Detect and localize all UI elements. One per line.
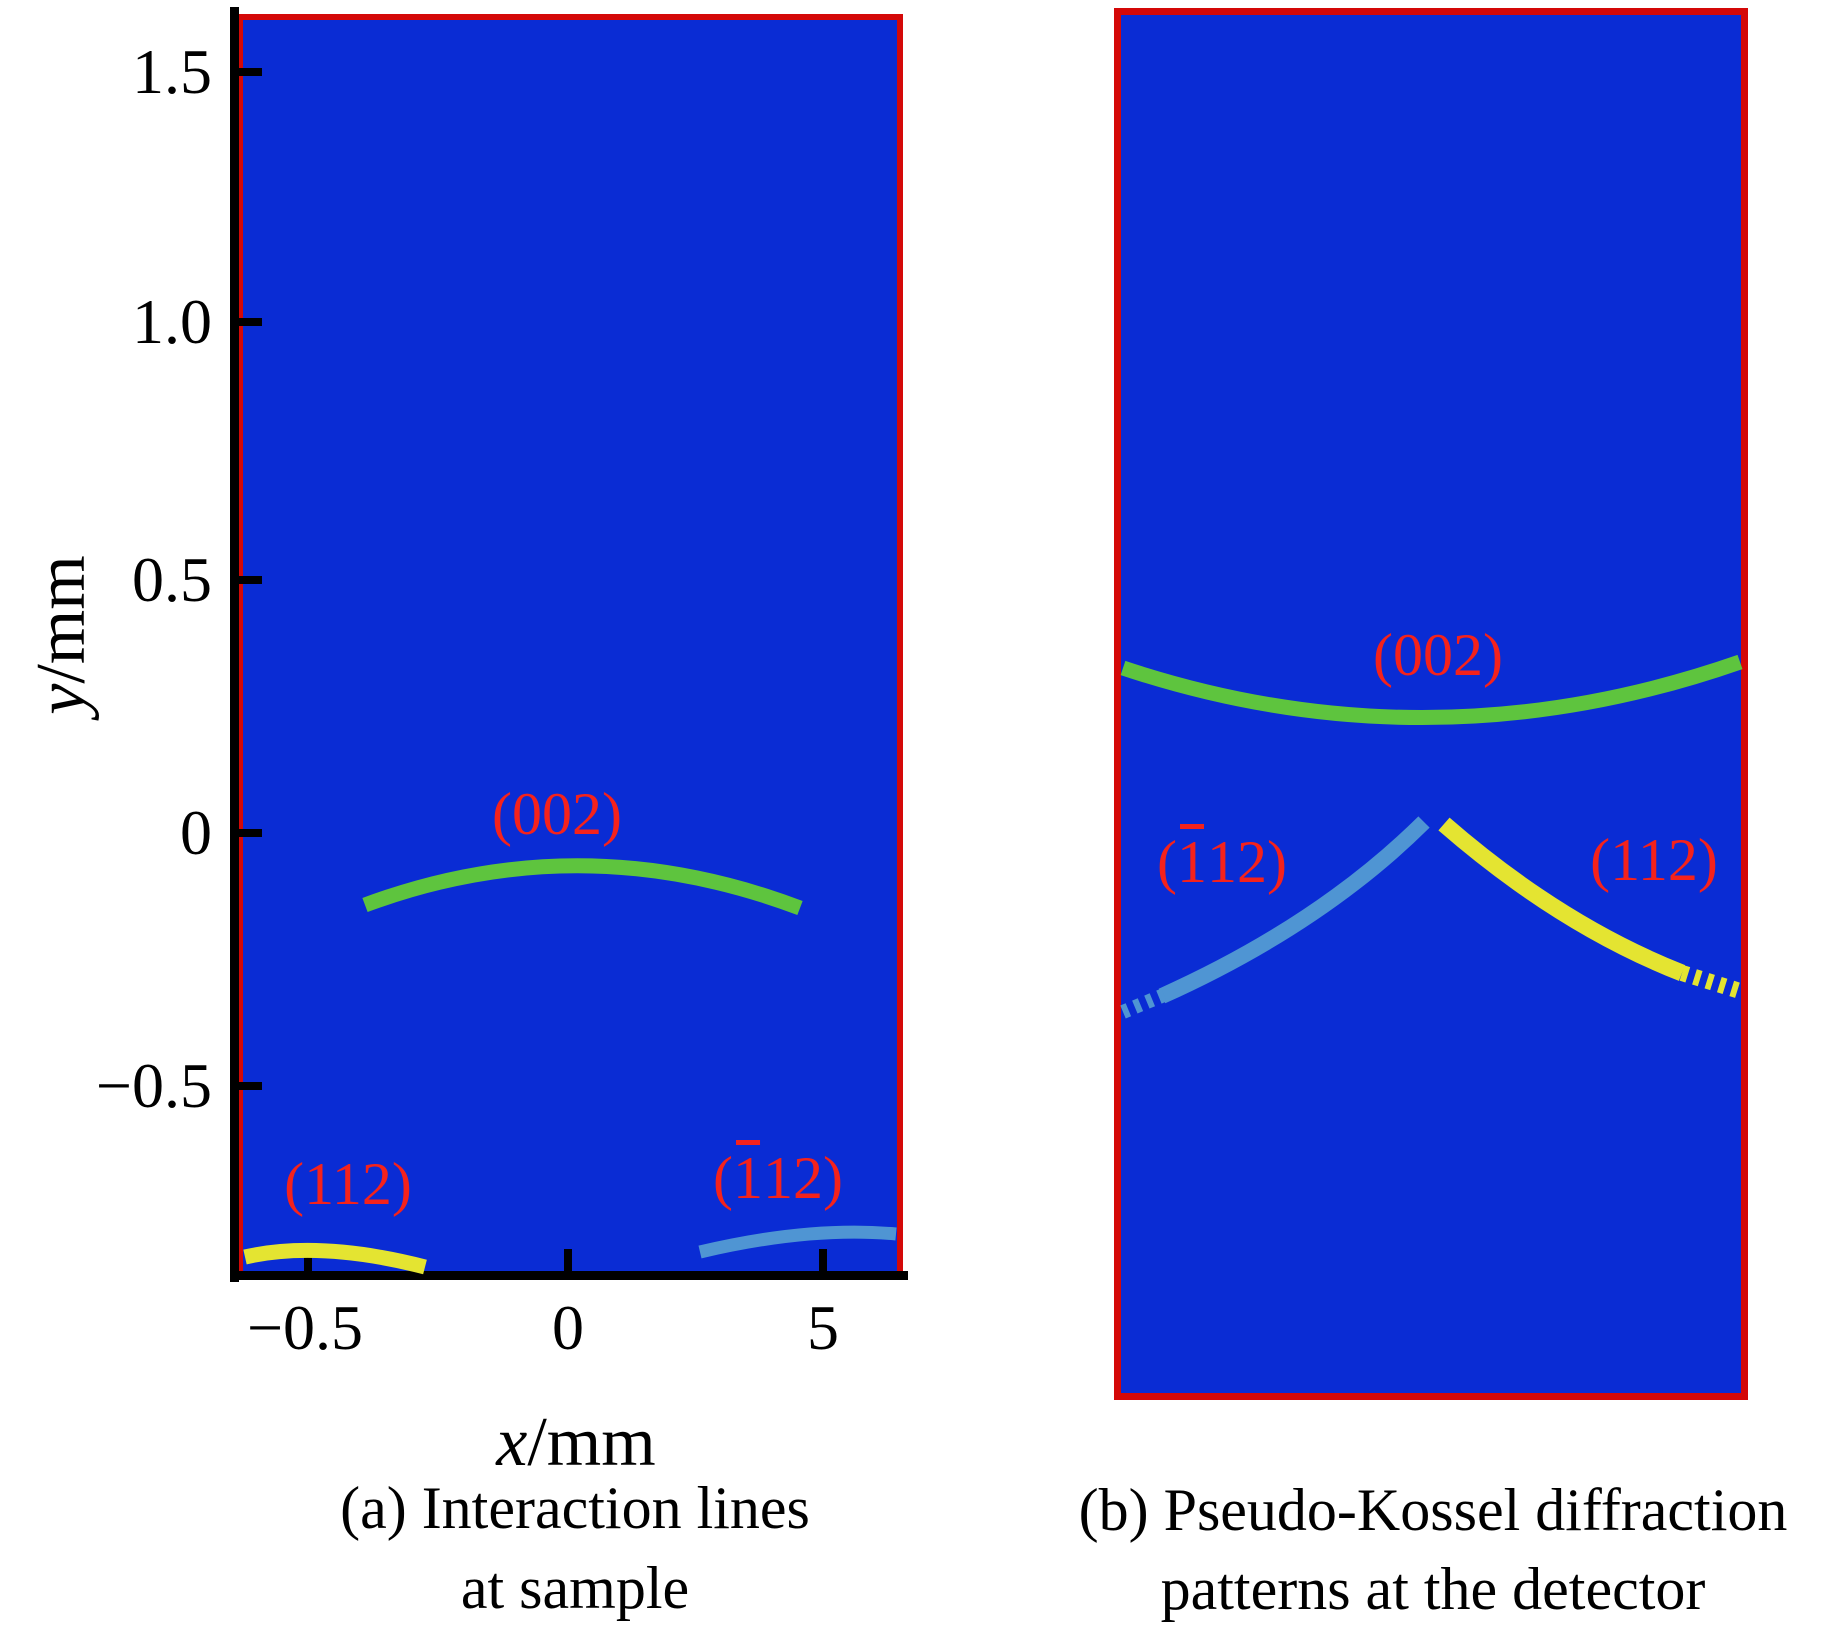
x-axis-title-unit: /mm bbox=[527, 1404, 656, 1481]
y-axis-title-symbol: y bbox=[23, 683, 100, 715]
y-tick-label-1.0: 1.0 bbox=[132, 286, 212, 357]
label-112-sample: (112) bbox=[284, 1151, 412, 1217]
y-axis-title: y/mm bbox=[23, 555, 100, 714]
y-tick-m0.5 bbox=[239, 1082, 262, 1090]
y-tick-label-0: 0 bbox=[180, 797, 212, 868]
y-tick-1.0 bbox=[239, 318, 262, 326]
y-tick-0.5 bbox=[239, 576, 262, 584]
y-axis-title-unit: /mm bbox=[23, 555, 100, 684]
x-tick-0 bbox=[564, 1249, 572, 1271]
label-m112-detector: (112) bbox=[1157, 823, 1287, 895]
caption-b-line2: patterns at the detector bbox=[1160, 1556, 1706, 1622]
caption-a-line1: (a) Interaction lines bbox=[340, 1475, 810, 1541]
caption-a-line2: at sample bbox=[460, 1555, 690, 1621]
label-m112-detector-barred-digit: 1 bbox=[1177, 823, 1207, 895]
label-m112-sample-barred-digit: 1 bbox=[733, 1139, 763, 1211]
x-tick-label-m0.5: −0.5 bbox=[246, 1292, 364, 1363]
label-002-sample: (002) bbox=[492, 781, 622, 847]
x-tick-label-0: 0 bbox=[552, 1292, 584, 1363]
label-m112-sample: (112) bbox=[713, 1139, 843, 1211]
x-tick-5 bbox=[819, 1249, 827, 1271]
label-m112-sample-post: 12) bbox=[763, 1145, 843, 1211]
caption-b-line1: (b) Pseudo-Kossel diffraction bbox=[1078, 1477, 1788, 1543]
y-tick-0 bbox=[239, 829, 262, 837]
y-tick-1.5 bbox=[239, 68, 262, 76]
label-m112-sample-pre: ( bbox=[713, 1145, 733, 1211]
panel-a-plot-area bbox=[237, 14, 903, 1278]
x-tick-label-5: 5 bbox=[807, 1292, 839, 1363]
panel-b-detector-area bbox=[1114, 8, 1748, 1400]
label-002-detector: (002) bbox=[1373, 622, 1503, 688]
x-axis-title-symbol: x bbox=[496, 1404, 528, 1481]
label-m112-detector-post: 12) bbox=[1207, 829, 1287, 895]
y-tick-label-1.5: 1.5 bbox=[132, 36, 212, 107]
x-tick-m0.5 bbox=[304, 1249, 312, 1271]
y-tick-label-0.5: 0.5 bbox=[132, 544, 212, 615]
y-tick-label-m0.5: −0.5 bbox=[95, 1050, 212, 1121]
y-axis-spine bbox=[230, 7, 239, 1282]
label-m112-detector-pre: ( bbox=[1157, 829, 1177, 895]
x-axis-title: x/mm bbox=[496, 1408, 655, 1478]
label-112-detector: (112) bbox=[1590, 827, 1718, 893]
x-axis-spine bbox=[230, 1271, 908, 1280]
